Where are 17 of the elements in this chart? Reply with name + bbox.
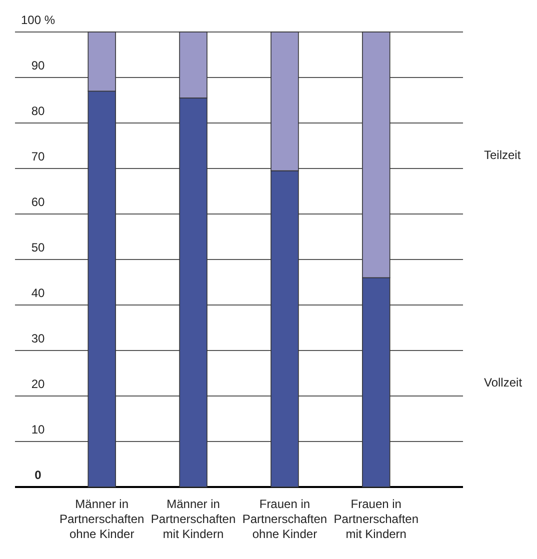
- y-tick-label: 50: [31, 240, 45, 254]
- text: Teilzeit: [484, 148, 522, 162]
- y-tick-label: 20: [31, 377, 45, 391]
- x-tick-label: Frauen in Partnerschaften ohne Kinder: [242, 497, 328, 541]
- text: Vollzeit: [484, 375, 523, 390]
- y-tick-label: 100 %: [20, 13, 56, 27]
- x-tick-label: Männer in Partnerschaften ohne Kinder: [60, 497, 144, 541]
- y-tick-label: 10: [31, 422, 45, 436]
- y-tick-label: 40: [31, 286, 45, 300]
- y-tick-label: 0: [34, 468, 42, 482]
- x-tick-label: Männer in Partnerschaften mit Kindern: [150, 497, 236, 541]
- y-tick-label: 90: [31, 58, 45, 72]
- y-tick-label: 80: [31, 104, 45, 118]
- x-tick-label: Frauen in Partnerschaften mit Kindern: [334, 497, 418, 541]
- y-tick-label: 30: [31, 332, 45, 346]
- y-tick-label: 70: [31, 150, 45, 164]
- y-tick-label: 60: [31, 195, 45, 209]
